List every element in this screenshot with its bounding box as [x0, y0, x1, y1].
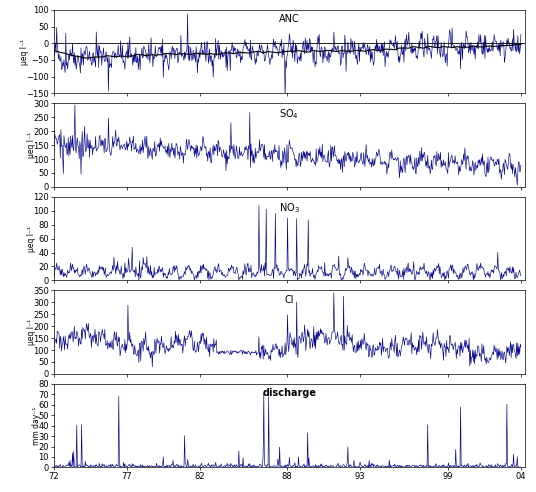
Text: ANC: ANC [279, 14, 300, 24]
Y-axis label: mm day⁻¹: mm day⁻¹ [32, 406, 41, 445]
Text: NO$_3$: NO$_3$ [279, 201, 300, 215]
Y-axis label: μeq l⁻¹: μeq l⁻¹ [27, 132, 36, 158]
Text: discharge: discharge [263, 388, 316, 398]
Y-axis label: μeq l⁻¹: μeq l⁻¹ [27, 319, 36, 345]
Y-axis label: μeq l⁻¹: μeq l⁻¹ [20, 38, 29, 64]
Text: SO$_4$: SO$_4$ [279, 108, 300, 122]
Y-axis label: μeq l⁻¹: μeq l⁻¹ [27, 226, 36, 251]
Text: Cl: Cl [285, 295, 294, 305]
